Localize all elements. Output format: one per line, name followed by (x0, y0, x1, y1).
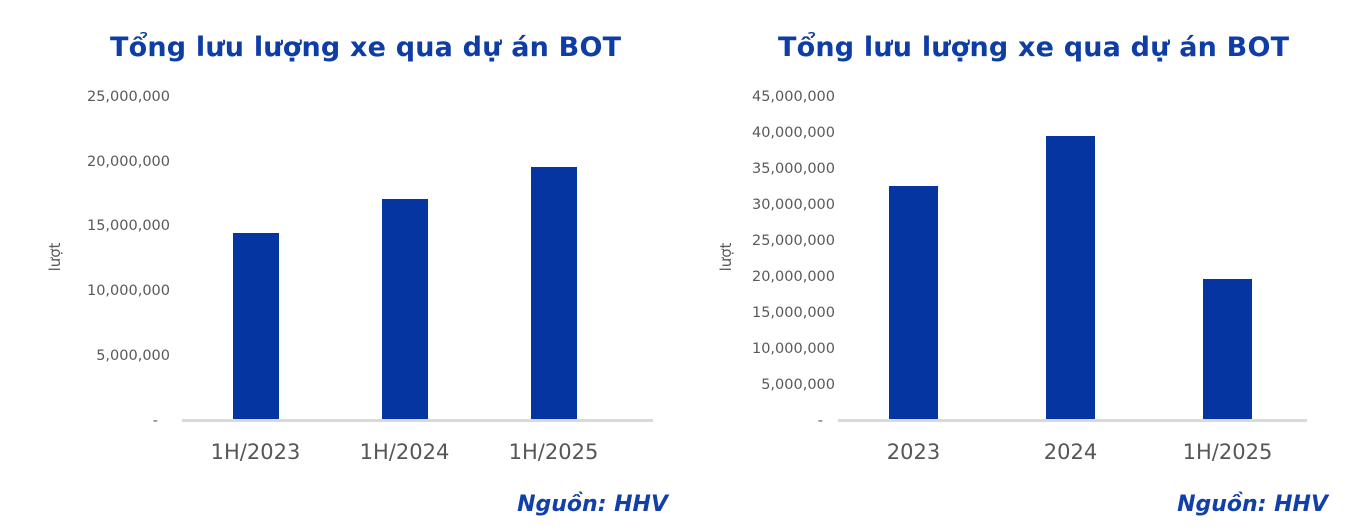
y-axis-tick-label: 10,000,000 (86, 283, 170, 300)
y-axis-tick-label: 35,000,000 (751, 160, 835, 177)
source-note: Nguồn: HHV (1177, 492, 1328, 517)
source-note: Nguồn: HHV (517, 492, 668, 517)
bar-1h-2025 (1203, 278, 1252, 419)
y-axis-tick-label: 5,000,000 (761, 376, 835, 393)
x-axis-category-label: 1H/2024 (359, 440, 450, 464)
x-axis-category-label: 1H/2025 (1182, 440, 1273, 464)
bar-2023 (889, 186, 938, 419)
bar-1h-2023 (232, 232, 279, 419)
y-axis-tick-label: 15,000,000 (751, 304, 835, 321)
chart-title: Tổng lưu lượng xe qua dự án BOT (778, 32, 1290, 63)
y-axis-tick-label: 20,000,000 (751, 268, 835, 285)
y-axis-zero-label: - (817, 412, 823, 429)
y-axis-tick-label: 15,000,000 (86, 218, 170, 235)
bar-1h-2024 (381, 199, 428, 419)
y-axis-tick-label: 30,000,000 (751, 196, 835, 213)
x-axis-category-label: 2023 (886, 440, 941, 464)
y-axis-tick-label: 25,000,000 (751, 232, 835, 249)
y-axis-zero-label: - (152, 412, 158, 429)
bar-1h-2025 (530, 166, 577, 419)
y-axis-tick-label: 5,000,000 (96, 347, 170, 364)
y-axis-tick-label: 20,000,000 (86, 153, 170, 170)
chart-title: Tổng lưu lượng xe qua dự án BOT (110, 32, 622, 63)
x-axis-category-label: 1H/2023 (210, 440, 301, 464)
x-axis-line (838, 419, 1307, 422)
y-axis-tick-label: 45,000,000 (751, 89, 835, 105)
bar-2024 (1046, 135, 1095, 419)
x-axis-line (182, 419, 653, 422)
y-axis-tick-label: 25,000,000 (86, 89, 170, 105)
y-axis-tick-label: 10,000,000 (751, 340, 835, 357)
x-axis-category-label: 1H/2025 (508, 440, 599, 464)
y-axis-tick-label: 40,000,000 (751, 124, 835, 141)
x-axis-category-label: 2024 (1043, 440, 1098, 464)
